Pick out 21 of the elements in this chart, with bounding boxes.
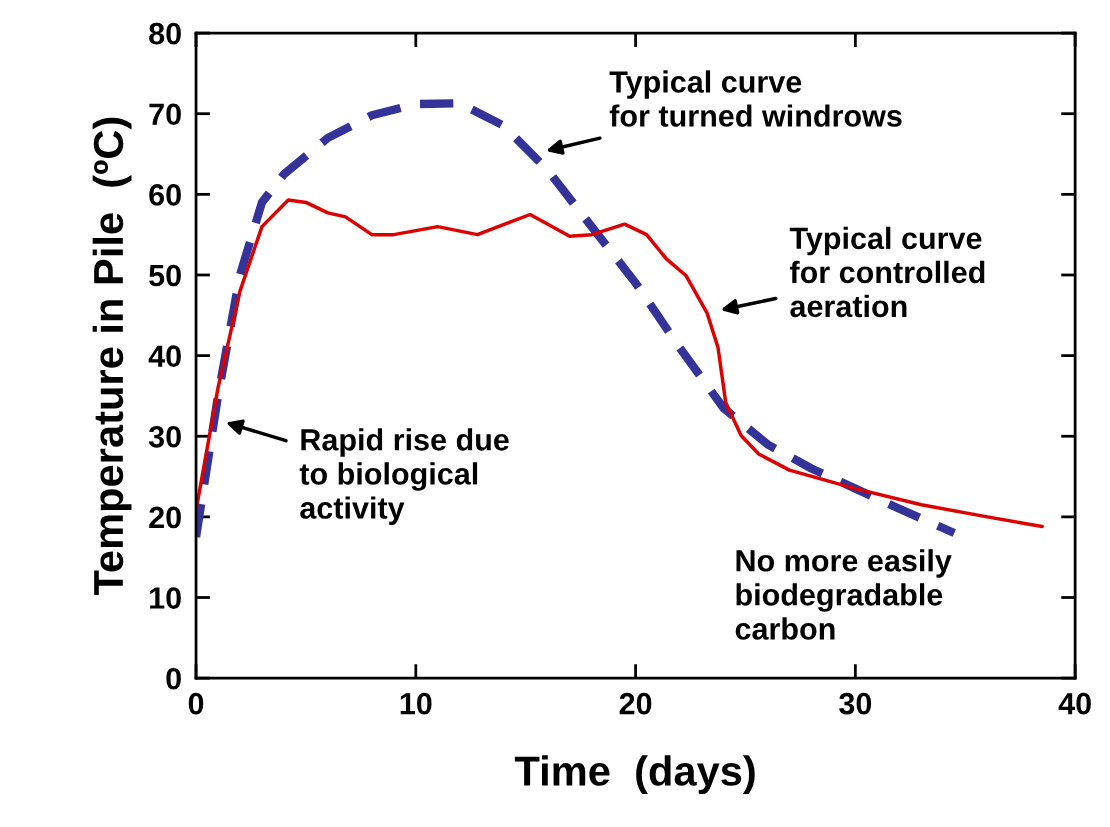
y-tick-label: 0	[166, 667, 181, 690]
x-tick-label: 0	[188, 692, 204, 715]
y-tick-label: 50	[149, 264, 181, 287]
x-tick-label: 10	[400, 692, 432, 715]
x-tick-label: 20	[619, 692, 652, 715]
annotation: No more easily biodegradable carbon	[735, 549, 952, 640]
x-axis-title: Time (days)	[514, 755, 755, 795]
y-tick-label: 60	[149, 184, 181, 206]
y-tick-label: 30	[148, 425, 181, 448]
y-tick-label: 70	[149, 103, 181, 126]
line-series	[196, 198, 1044, 529]
y-tick-label: 10	[150, 587, 181, 609]
y-tick-label: 40	[148, 345, 181, 367]
y-tick-label: 20	[149, 506, 181, 529]
x-tick-label: 30	[839, 692, 872, 715]
y-tick-label: 80	[149, 22, 181, 45]
annotation: Rapid rise due to biological activity	[299, 428, 509, 525]
x-tick-label: 40	[1058, 692, 1091, 715]
annotation: Typical curve for controlled aeration	[789, 226, 985, 318]
annotation: Typical curve for turned windrows	[609, 70, 902, 127]
y-axis-title: Temperature in Pile (ºC)	[92, 117, 132, 596]
